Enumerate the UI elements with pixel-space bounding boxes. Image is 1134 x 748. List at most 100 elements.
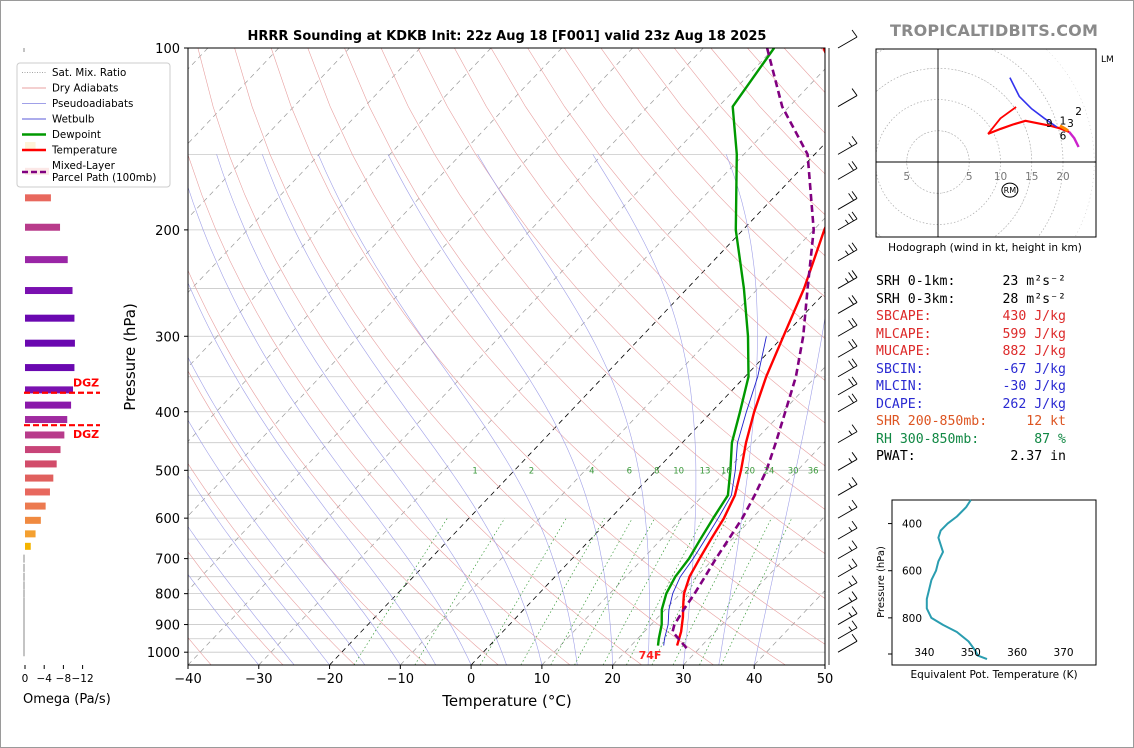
wind-barb: [837, 29, 858, 49]
temperature-line: [675, 48, 825, 646]
barb-flag: [851, 424, 858, 432]
hodograph-trace: [1059, 124, 1069, 133]
hodograph-trace: [1009, 77, 1058, 128]
mixing-ratio-line: [479, 518, 567, 665]
wind-barb: [837, 477, 858, 496]
legend-item: Wetbulb: [22, 114, 94, 126]
theta-e-x-tick-label: 350: [961, 647, 981, 659]
barb-flag: [851, 393, 858, 402]
y-tick-label: 800: [155, 588, 180, 603]
wind-barb: [837, 558, 858, 578]
barb-flag: [848, 213, 854, 222]
skewt-ylabel: Pressure (hPa): [121, 303, 139, 411]
barb-staff: [837, 277, 858, 289]
wind-barb: [837, 376, 858, 396]
barb-staff: [837, 627, 858, 640]
barb-flag: [851, 270, 858, 278]
barb-staff: [837, 582, 858, 595]
dry-adiabat: [454, 48, 825, 467]
moist-adiabat: [188, 356, 401, 665]
barb-half-flag: [848, 612, 853, 617]
moist-adiabat: [216, 154, 507, 665]
omega-xlabel: Omega (Pa/s): [23, 692, 111, 707]
dry-adiabat: [270, 48, 786, 665]
index-label: MUCAPE:: [876, 344, 932, 359]
barb-flag: [851, 161, 858, 169]
x-tick-label: 20: [604, 672, 621, 687]
barb-flag: [851, 29, 858, 38]
barb-half-flag: [848, 597, 853, 602]
mixing-ratio-label: 8: [654, 467, 659, 477]
hodograph-caption: Hodograph (wind in kt, height in km): [888, 242, 1082, 254]
mixing-ratio-line: [602, 518, 682, 665]
omega-bar: [25, 339, 75, 347]
barb-flag: [851, 318, 858, 326]
y-tick-label: 600: [155, 512, 180, 527]
barb-flag: [848, 272, 854, 280]
moist-adiabat: [317, 154, 578, 665]
omega-tick-label: 0: [22, 673, 29, 685]
y-tick-label: 900: [155, 619, 180, 634]
theta-e-line: [925, 499, 988, 661]
isotherm: [188, 48, 633, 517]
theta-e-xlabel: Equivalent Pot. Temperature (K): [910, 669, 1077, 681]
barb-half-flag: [848, 564, 853, 569]
barb-staff: [837, 95, 858, 107]
legend-label: Sat. Mix. Ratio: [52, 67, 126, 79]
surface-temp-label: 74F: [639, 649, 662, 662]
x-tick-label: −40: [174, 672, 201, 687]
legend-label: Temperature: [51, 145, 117, 157]
barb-staff: [837, 565, 858, 578]
hodograph-trace: [987, 119, 1070, 135]
hodograph-height-label: 3: [1067, 118, 1074, 130]
x-tick-label: 40: [746, 672, 763, 687]
index-row: SRH 0-3km: 28 m²s⁻²: [876, 291, 1066, 309]
omega-bar: [25, 474, 54, 482]
dry-adiabat: [344, 48, 825, 599]
wind-barb: [837, 318, 858, 337]
barb-flag: [848, 193, 854, 201]
dry-adiabat: [380, 48, 825, 555]
barb-staff: [837, 613, 858, 625]
dry-adiabat: [188, 154, 571, 665]
moist-adiabat: [188, 573, 260, 665]
theta-e-x-tick-label: 340: [914, 647, 934, 659]
skewt-xlabel: Temperature (°C): [441, 692, 571, 710]
barb-flag: [851, 376, 858, 385]
legend-item: Dewpoint: [22, 129, 101, 141]
mixing-ratio-label: 24: [764, 467, 775, 477]
mixing-ratio-line: [699, 518, 772, 665]
x-tick-label: −20: [316, 672, 343, 687]
moist-adiabat: [592, 154, 697, 665]
barb-flag: [851, 88, 858, 96]
barb-flag: [851, 295, 858, 303]
index-label: MLCIN:: [876, 379, 924, 394]
omega-bar: [25, 314, 75, 322]
hodograph-height-label: 9: [1046, 118, 1053, 130]
mixing-ratio-label: 10: [673, 467, 684, 477]
moist-adiabat: [188, 282, 436, 665]
y-tick-label: 100: [155, 42, 180, 57]
wind-barb: [837, 358, 858, 378]
mixing-ratio-line: [353, 518, 448, 665]
legend-label: Dry Adiabats: [52, 83, 118, 95]
barb-staff: [837, 400, 858, 413]
index-label: SRH 0-1km:: [876, 274, 956, 289]
barb-staff: [837, 143, 858, 155]
legend-item: Sat. Mix. Ratio: [22, 67, 126, 79]
barb-staff: [837, 168, 858, 180]
hodograph-rm-label: RM: [1004, 186, 1017, 195]
isotherm: [258, 68, 825, 665]
omega-bar: [25, 287, 73, 295]
y-tick-label: 200: [155, 224, 180, 239]
barb-staff: [837, 483, 858, 496]
barb-staff: [837, 198, 858, 210]
hodograph-trace: [987, 106, 1017, 135]
index-label: MLCAPE:: [876, 326, 932, 342]
mixing-ratio-label: 1: [472, 467, 477, 477]
barb-staff: [837, 527, 858, 540]
indices-panel: SRH 0-1km: 23 m²s⁻² SRH 0-3km: 28 m²s⁻² SBCA…: [876, 273, 1066, 466]
wind-barb: [837, 211, 858, 231]
dgz-label-top: DGZ: [73, 377, 99, 390]
skewt-axes-frame: [187, 47, 826, 666]
